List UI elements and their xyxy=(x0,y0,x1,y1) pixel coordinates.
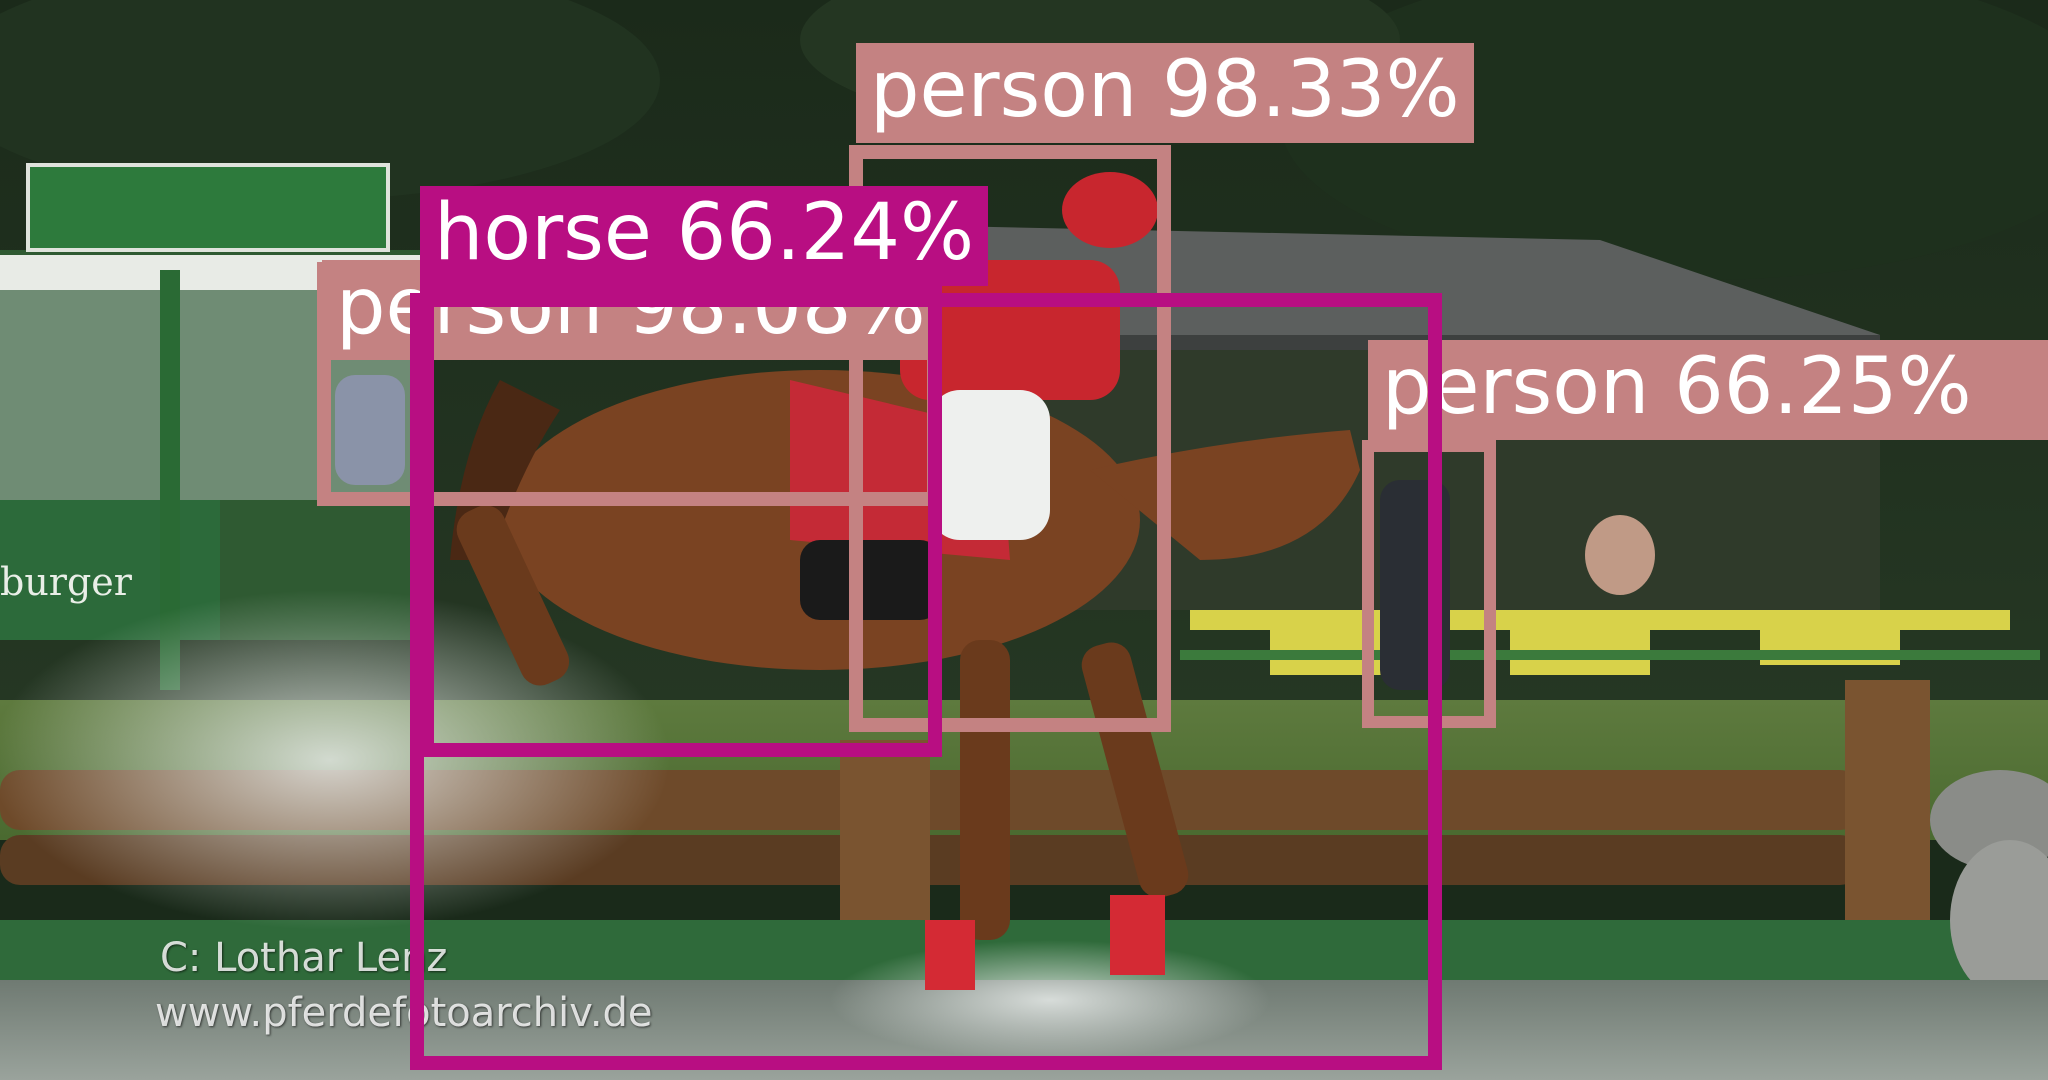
kiosk-sign-text: burger xyxy=(0,560,133,604)
person-bounding-box xyxy=(1362,440,1496,728)
person-label: person 66.25% xyxy=(1368,340,2048,440)
horse-bounding-box xyxy=(410,293,1442,1070)
horse-label: horse 66.24% xyxy=(420,186,989,286)
watermark-credit: C: Lothar Lenz xyxy=(160,935,448,981)
person-label: person 98.33% xyxy=(856,43,1474,143)
watermark-url: www.pferdefotoarchiv.de xyxy=(155,990,653,1036)
